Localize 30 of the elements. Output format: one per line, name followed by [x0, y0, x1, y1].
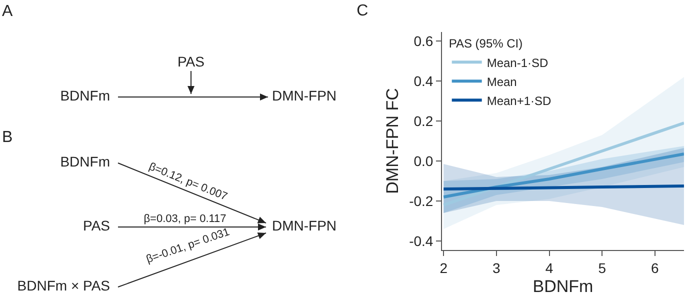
- legend-label: Mean: [486, 74, 517, 89]
- legend-label: Mean-1·SD: [486, 56, 549, 70]
- y-tick-label: 0.4: [414, 72, 434, 89]
- text: BDNFm × PAS: [17, 278, 110, 294]
- y-tick-label: -0.2: [409, 192, 434, 209]
- chart-title: C: [356, 2, 368, 20]
- text: B: [2, 129, 13, 146]
- text: PAS: [178, 54, 204, 70]
- text: A: [2, 3, 13, 20]
- y-tick-label: 0.2: [414, 112, 434, 129]
- x-tick-label: 5: [598, 260, 606, 276]
- y-tick-label: 0.6: [414, 32, 434, 49]
- text: β=0.03, p= 0.117: [144, 212, 226, 225]
- text: BDNFm: [60, 88, 110, 104]
- text: PAS: [83, 218, 110, 234]
- x-tick-label: 6: [651, 260, 660, 276]
- y-axis-title: DMN-FPN FC: [383, 88, 402, 194]
- x-tick-label: 2: [440, 260, 448, 276]
- line-series: [442, 122, 684, 206]
- line-series: [442, 152, 684, 198]
- text: DMN-FPN: [272, 218, 337, 234]
- y-tick-label: -0.4: [409, 232, 434, 249]
- legend-label: Mean+1·SD: [486, 94, 552, 108]
- x-tick-label: 4: [545, 260, 554, 276]
- legend-title: PAS (95% CI): [448, 36, 523, 51]
- x-tick-label: 3: [492, 260, 501, 276]
- x-axis-title: BDNFm: [532, 277, 594, 296]
- text: BDNFm: [60, 154, 110, 170]
- text: DMN-FPN: [272, 88, 337, 104]
- y-tick-label: 0.0: [414, 152, 434, 169]
